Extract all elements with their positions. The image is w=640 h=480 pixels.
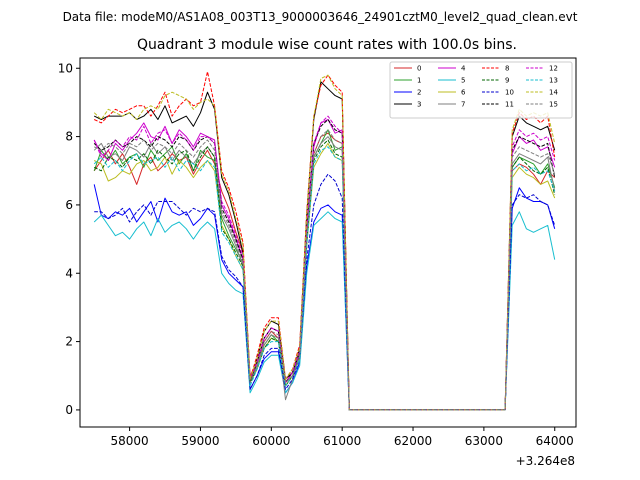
x-tick-label: 64000 xyxy=(536,434,574,448)
y-tick-label: 8 xyxy=(65,130,73,144)
y-tick-label: 2 xyxy=(65,335,73,349)
legend-label-14: 14 xyxy=(549,89,558,97)
legend-label-2: 2 xyxy=(417,89,421,97)
legend-label-13: 13 xyxy=(549,77,558,85)
x-axis-offset-label: +3.264e8 xyxy=(516,454,575,468)
series-line-11 xyxy=(93,119,556,411)
legend-label-8: 8 xyxy=(505,65,509,73)
legend-label-12: 12 xyxy=(549,65,558,73)
series-line-5 xyxy=(93,211,556,411)
legend-label-1: 1 xyxy=(417,77,421,85)
legend-label-5: 5 xyxy=(461,77,465,85)
series-line-0 xyxy=(93,132,556,411)
series-line-6 xyxy=(93,142,556,411)
legend-label-11: 11 xyxy=(505,101,514,109)
x-tick-label: 60000 xyxy=(252,434,290,448)
series-line-2 xyxy=(93,184,556,411)
x-tick-label: 58000 xyxy=(111,434,149,448)
legend-label-15: 15 xyxy=(549,101,558,109)
x-tick-label: 63000 xyxy=(465,434,503,448)
series-line-13 xyxy=(93,146,556,411)
series-line-7 xyxy=(93,136,556,411)
x-tick-label: 62000 xyxy=(394,434,432,448)
x-axis-ticks: 58000 59000 60000 61000 62000 63000 64000 xyxy=(111,427,574,448)
series-line-4 xyxy=(93,119,556,411)
y-tick-label: 6 xyxy=(65,198,73,212)
legend-label-4: 4 xyxy=(461,65,466,73)
plot-area: 58000 59000 60000 61000 62000 63000 64000 0 2 4 6… xyxy=(58,57,577,448)
series-line-14 xyxy=(93,74,556,411)
legend-label-9: 9 xyxy=(505,77,509,85)
series-line-12 xyxy=(93,115,556,411)
series-line-10 xyxy=(94,173,556,411)
series-line-15 xyxy=(93,129,556,411)
figure-suptitle: Data file: modeM0/AS1A08_003T13_90000036… xyxy=(63,10,578,24)
y-tick-label: 0 xyxy=(65,403,73,417)
y-axis-ticks: 0 2 4 6 8 10 xyxy=(58,61,80,417)
series-line-1 xyxy=(93,129,556,411)
series-group xyxy=(93,71,556,411)
chart-title: Quadrant 3 module wise count rates with … xyxy=(137,37,517,53)
legend-label-0: 0 xyxy=(417,65,421,73)
x-tick-label: 59000 xyxy=(181,434,219,448)
legend-label-10: 10 xyxy=(505,89,514,97)
x-tick-label: 61000 xyxy=(323,434,361,448)
legend-label-3: 3 xyxy=(417,101,421,109)
legend-label-7: 7 xyxy=(461,101,465,109)
y-tick-label: 4 xyxy=(65,266,73,280)
y-tick-label: 10 xyxy=(58,61,73,75)
series-line-9 xyxy=(93,139,556,411)
legend-label-6: 6 xyxy=(461,89,466,97)
axes-frame xyxy=(79,57,577,428)
